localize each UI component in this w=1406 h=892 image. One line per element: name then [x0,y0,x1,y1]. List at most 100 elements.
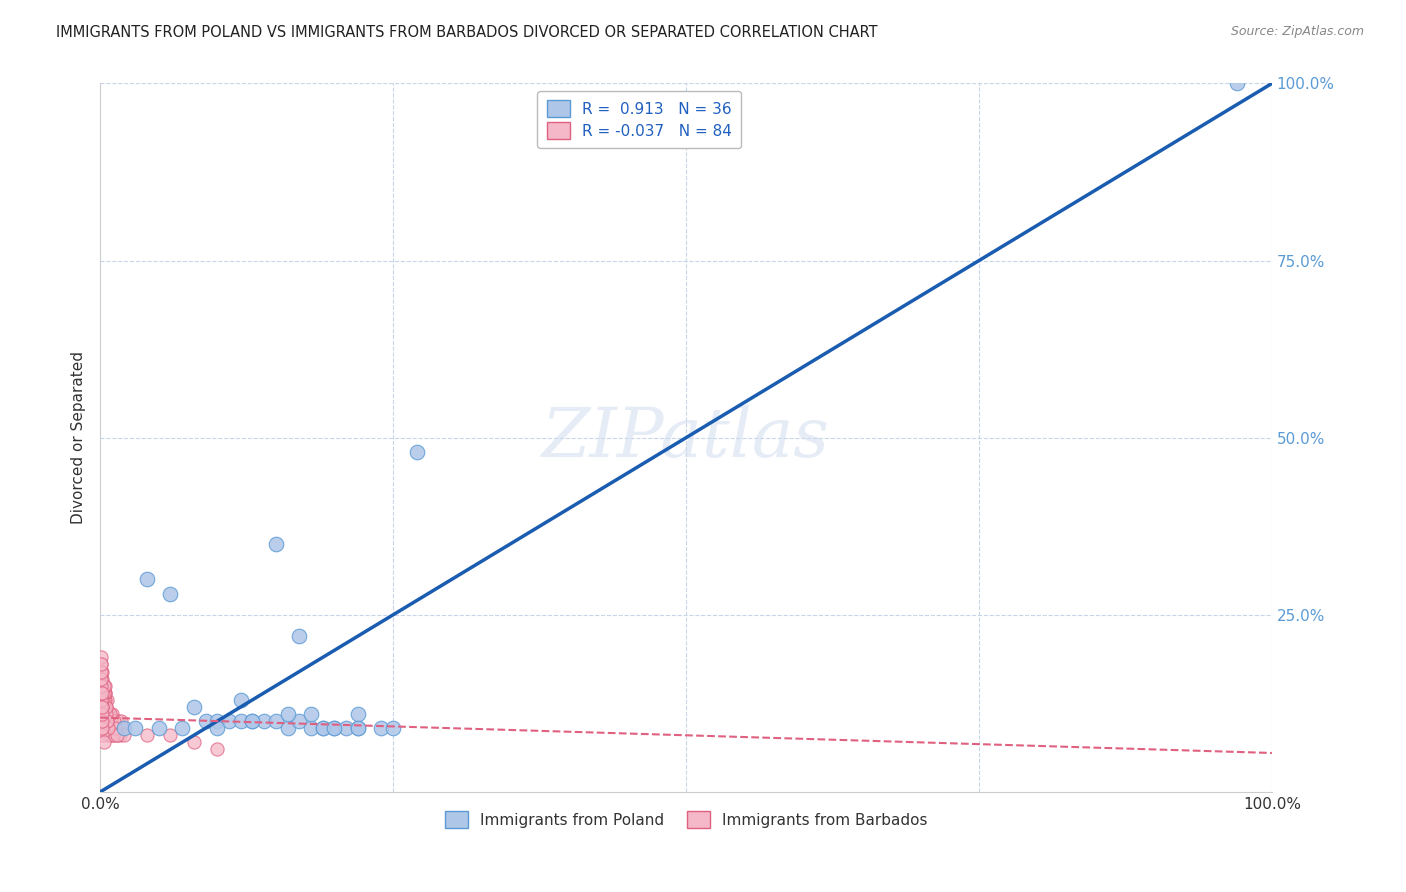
Point [90,665,112,679]
Point [94,679,117,693]
Point [100,714,122,728]
Point [299,721,322,735]
Point [90,650,112,665]
Point [405,445,427,459]
Point [90,657,112,672]
Point [90,706,112,721]
Point [323,721,346,735]
Point [91,700,114,714]
Point [94,700,117,714]
Point [91,665,114,679]
Point [96,721,118,735]
Point [91,700,114,714]
Point [94,714,117,728]
Point [91,693,114,707]
Point [136,573,159,587]
Point [277,721,299,735]
Text: IMMIGRANTS FROM POLAND VS IMMIGRANTS FROM BARBADOS DIVORCED OR SEPARATED CORRELA: IMMIGRANTS FROM POLAND VS IMMIGRANTS FRO… [56,25,877,40]
Point [90,679,112,693]
Point [312,721,335,735]
Point [91,728,114,742]
Point [94,700,117,714]
Point [90,693,112,707]
Point [159,728,181,742]
Point [91,714,114,728]
Point [110,714,132,728]
Point [94,700,117,714]
Point [93,714,115,728]
Point [229,693,252,707]
Y-axis label: Divorced or Separated: Divorced or Separated [72,351,86,524]
Point [299,706,322,721]
Point [100,721,122,735]
Text: ZIPatlas: ZIPatlas [543,404,830,471]
Point [264,714,287,728]
Point [288,629,311,643]
Point [94,686,117,700]
Point [93,706,115,721]
Point [347,721,370,735]
Point [183,735,205,749]
Point [112,721,135,735]
Point [97,706,120,721]
Point [90,714,112,728]
Point [91,693,114,707]
Point [94,686,117,700]
Point [90,686,112,700]
Point [253,714,276,728]
Point [347,706,370,721]
Point [108,728,131,742]
Point [91,686,114,700]
Point [96,693,118,707]
Point [148,721,170,735]
Point [112,728,135,742]
Point [90,686,112,700]
Point [101,706,124,721]
Point [96,714,118,728]
Point [194,714,217,728]
Point [288,714,311,728]
Point [90,672,112,686]
Point [90,700,112,714]
Point [172,721,194,735]
Point [107,714,129,728]
Point [93,706,115,721]
Point [91,706,114,721]
Point [108,721,131,735]
Point [93,679,115,693]
Point [90,657,112,672]
Point [90,665,112,679]
Point [94,706,117,721]
Point [242,714,264,728]
Point [91,672,114,686]
Point [183,700,205,714]
Point [264,537,287,551]
Point [94,706,117,721]
Point [94,693,117,707]
Point [101,721,124,735]
Point [382,721,405,735]
Point [90,721,112,735]
Point [335,721,357,735]
Point [323,721,346,735]
Point [136,728,159,742]
Point [94,721,117,735]
Point [218,714,240,728]
Point [105,728,128,742]
Point [207,714,229,728]
Point [1226,77,1249,91]
Point [90,714,112,728]
Legend: Immigrants from Poland, Immigrants from Barbados: Immigrants from Poland, Immigrants from … [439,805,934,834]
Text: Source: ZipAtlas.com: Source: ZipAtlas.com [1230,25,1364,38]
Point [91,693,114,707]
Point [90,706,112,721]
Point [242,714,264,728]
Point [98,706,121,721]
Point [159,586,181,600]
Point [93,686,115,700]
Point [93,735,115,749]
Point [124,721,146,735]
Point [97,721,120,735]
Point [91,686,114,700]
Point [91,700,114,714]
